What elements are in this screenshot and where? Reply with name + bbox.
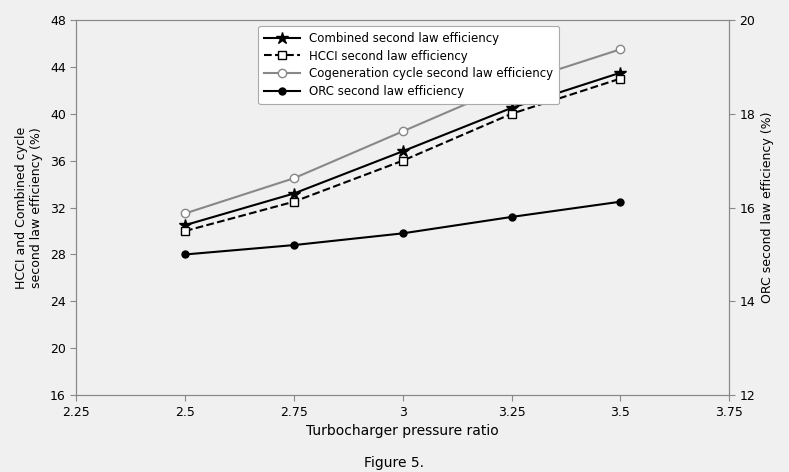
Line: Cogeneration cycle second law efficiency: Cogeneration cycle second law efficiency (181, 45, 625, 218)
Y-axis label: HCCI and Combined cycle
second law efficiency (%): HCCI and Combined cycle second law effic… (15, 126, 43, 289)
Combined second law efficiency (181, 222, 190, 228)
Cogeneration cycle second law efficiency (615, 46, 625, 52)
HCCI second law efficiency (615, 76, 625, 82)
Cogeneration cycle second law efficiency (507, 82, 516, 87)
Combined second law efficiency (289, 191, 298, 196)
Combined second law efficiency (398, 149, 407, 154)
ORC second law efficiency (507, 214, 516, 220)
ORC second law efficiency (289, 242, 298, 248)
ORC second law efficiency (181, 252, 190, 257)
X-axis label: Turbocharger pressure ratio: Turbocharger pressure ratio (306, 424, 499, 438)
Line: Combined second law efficiency: Combined second law efficiency (179, 67, 626, 231)
HCCI second law efficiency (507, 111, 516, 117)
Cogeneration cycle second law efficiency (398, 128, 407, 134)
HCCI second law efficiency (181, 228, 190, 234)
HCCI second law efficiency (398, 158, 407, 163)
Legend: Combined second law efficiency, HCCI second law efficiency, Cogeneration cycle s: Combined second law efficiency, HCCI sec… (259, 26, 559, 104)
Line: HCCI second law efficiency: HCCI second law efficiency (181, 75, 625, 235)
Combined second law efficiency (507, 105, 516, 111)
Cogeneration cycle second law efficiency (181, 211, 190, 216)
Combined second law efficiency (615, 70, 625, 76)
HCCI second law efficiency (289, 199, 298, 204)
ORC second law efficiency (615, 199, 625, 204)
Y-axis label: ORC second law efficiency (%): ORC second law efficiency (%) (761, 112, 774, 303)
Cogeneration cycle second law efficiency (289, 176, 298, 181)
ORC second law efficiency (398, 230, 407, 236)
Text: Figure 5.: Figure 5. (365, 456, 424, 470)
Line: ORC second law efficiency: ORC second law efficiency (181, 198, 624, 258)
